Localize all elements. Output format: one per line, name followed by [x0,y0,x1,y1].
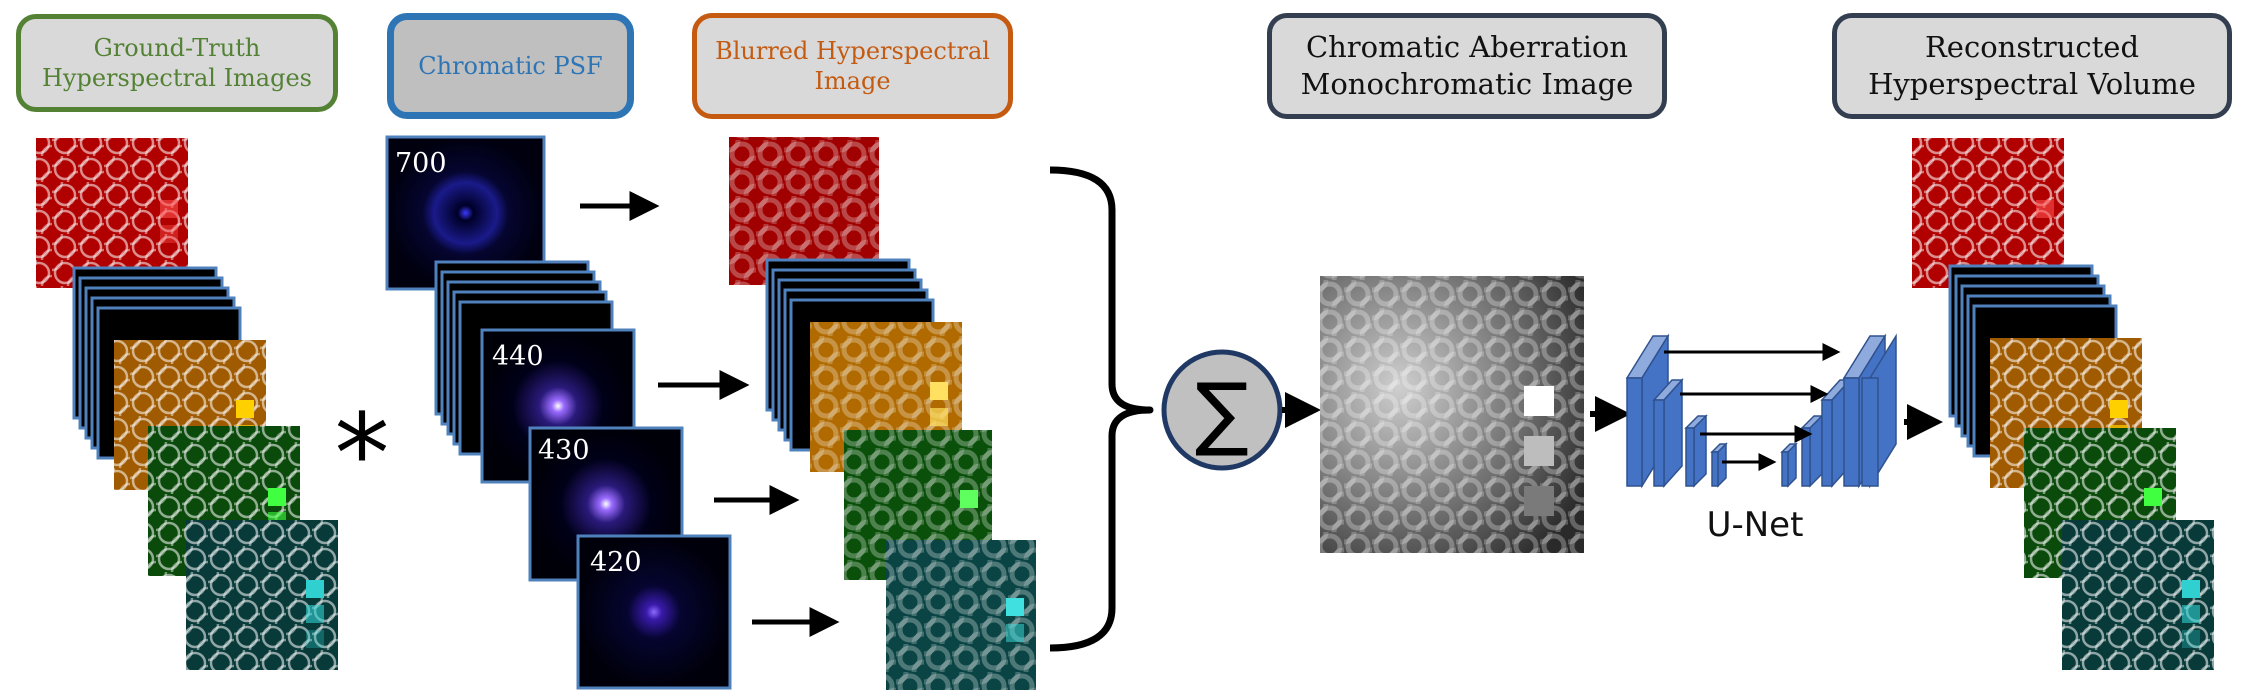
reconstructed-stack [1912,138,2214,670]
header-ground-truth-text: Ground-Truth Hyperspectral Images [41,33,312,92]
monochromatic-image [1320,276,1584,553]
psf-label-420: 420 [590,547,642,578]
psf-stack: 700 440 430 420 [385,135,732,690]
sum-brace [1049,166,1154,652]
unet-label: U-Net [1707,505,1804,545]
header-reconstructed: Reconstructed Hyperspectral Volume [1832,13,2232,119]
header-monochromatic-text: Chromatic Aberration Monochromatic Image [1300,30,1634,101]
psf-label-430: 430 [538,435,590,466]
header-chromatic-psf: Chromatic PSF [387,13,634,119]
psf-arrows [580,191,840,637]
convolve-operator: * [335,390,390,518]
header-monochromatic: Chromatic Aberration Monochromatic Image [1267,13,1667,119]
header-blurred-text: Blurred Hyperspectral Image [715,36,990,95]
psf-420 [576,534,732,690]
ground-truth-stack [36,138,338,670]
unet-skip-connections [1664,343,1841,471]
blurred-stack [729,137,1036,690]
psf-label-700: 700 [395,148,447,179]
unet-diagram [1625,333,1897,489]
header-ground-truth: Ground-Truth Hyperspectral Images [16,14,338,112]
sum-node [1161,349,1283,471]
header-reconstructed-text: Reconstructed Hyperspectral Volume [1868,30,2196,101]
header-blurred: Blurred Hyperspectral Image [692,13,1013,119]
psf-label-440: 440 [492,341,544,372]
header-chromatic-psf-text: Chromatic PSF [418,51,603,80]
sum-symbol: ∑ [1195,366,1249,459]
